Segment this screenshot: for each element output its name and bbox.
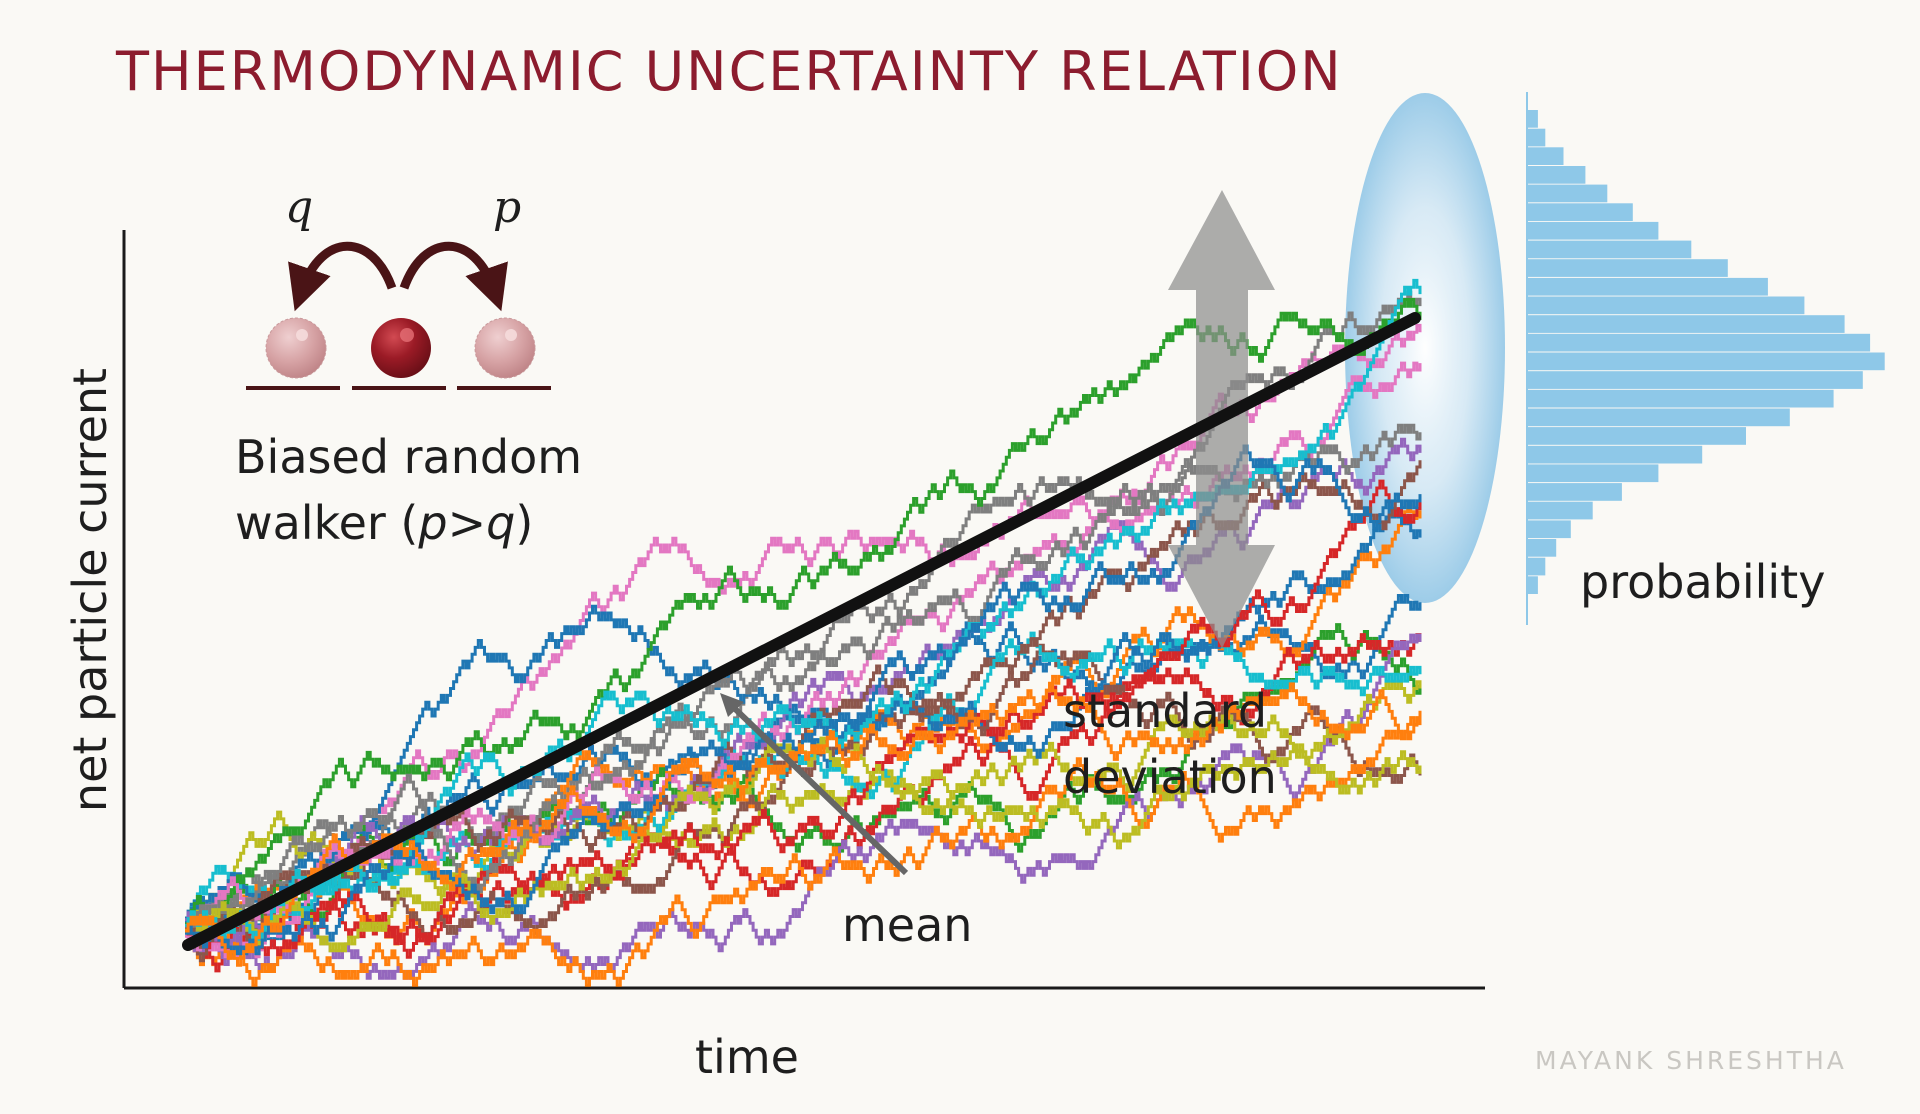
ghost-highlight-right xyxy=(505,329,517,341)
histogram-bar xyxy=(1527,166,1586,184)
particle-left-ghost xyxy=(265,317,327,379)
caption-q: q xyxy=(486,496,516,550)
histogram-bar xyxy=(1527,464,1659,483)
author-signature: MAYANK SHRESHTHA xyxy=(1535,1046,1847,1075)
hop-arrow-left xyxy=(288,241,397,312)
particle-active xyxy=(371,318,431,378)
hop-left-label: q xyxy=(285,182,314,233)
mean-pointer-head xyxy=(720,693,744,717)
histogram-bar xyxy=(1527,296,1805,315)
histogram-bar xyxy=(1527,445,1703,464)
histogram-bar xyxy=(1527,576,1538,594)
histogram-bar xyxy=(1527,259,1728,277)
histogram-bar xyxy=(1527,408,1790,427)
particle-right-ghost xyxy=(474,317,536,379)
histogram-bar xyxy=(1527,221,1659,240)
caption-p: p xyxy=(418,496,448,550)
probability-histogram xyxy=(1527,110,1885,594)
histogram-bar xyxy=(1527,539,1557,557)
std-label-line1: standard xyxy=(1063,684,1268,738)
probability-ellipse xyxy=(1345,93,1505,603)
particle-highlight xyxy=(400,328,414,342)
histogram-bar xyxy=(1527,147,1564,165)
histogram-bar xyxy=(1527,184,1608,203)
histogram-bar xyxy=(1527,483,1622,501)
histogram-bar xyxy=(1527,315,1845,333)
histogram-bar xyxy=(1527,427,1746,445)
x-axis-label: time xyxy=(695,1030,799,1084)
walk-trajectory xyxy=(185,710,1422,987)
mean-pointer xyxy=(727,701,909,876)
ghost-highlight-left xyxy=(296,329,308,341)
histogram-bar xyxy=(1527,203,1633,221)
walker-caption-line2: walker (p>q) xyxy=(235,496,533,550)
histogram-bar xyxy=(1527,333,1871,352)
mean-label: mean xyxy=(842,898,973,952)
hop-arrow-right xyxy=(399,241,508,312)
caption-suffix: ) xyxy=(515,496,534,550)
histogram-bar xyxy=(1527,557,1546,576)
histogram-bar xyxy=(1527,352,1885,371)
histogram-bar xyxy=(1527,110,1538,128)
histogram-bar xyxy=(1527,240,1692,259)
histogram-bar xyxy=(1527,371,1863,389)
random-walker-inset xyxy=(246,241,551,390)
mean-line xyxy=(182,312,1421,951)
walker-caption-line1: Biased random xyxy=(235,430,583,484)
std-label-line2: deviation xyxy=(1063,750,1277,804)
caption-gt: > xyxy=(447,496,487,550)
probability-label: probability xyxy=(1580,555,1826,609)
histogram-bar xyxy=(1527,520,1571,539)
caption-prefix: walker ( xyxy=(235,496,419,550)
histogram-bar xyxy=(1527,389,1834,408)
histogram-bar xyxy=(1527,501,1593,520)
histogram-bar xyxy=(1527,128,1546,147)
page-title: THERMODYNAMIC UNCERTAINTY RELATION xyxy=(116,40,1343,103)
histogram-bar xyxy=(1527,277,1768,296)
y-axis-label: net particle current xyxy=(63,367,117,813)
hop-right-label: p xyxy=(493,182,522,233)
